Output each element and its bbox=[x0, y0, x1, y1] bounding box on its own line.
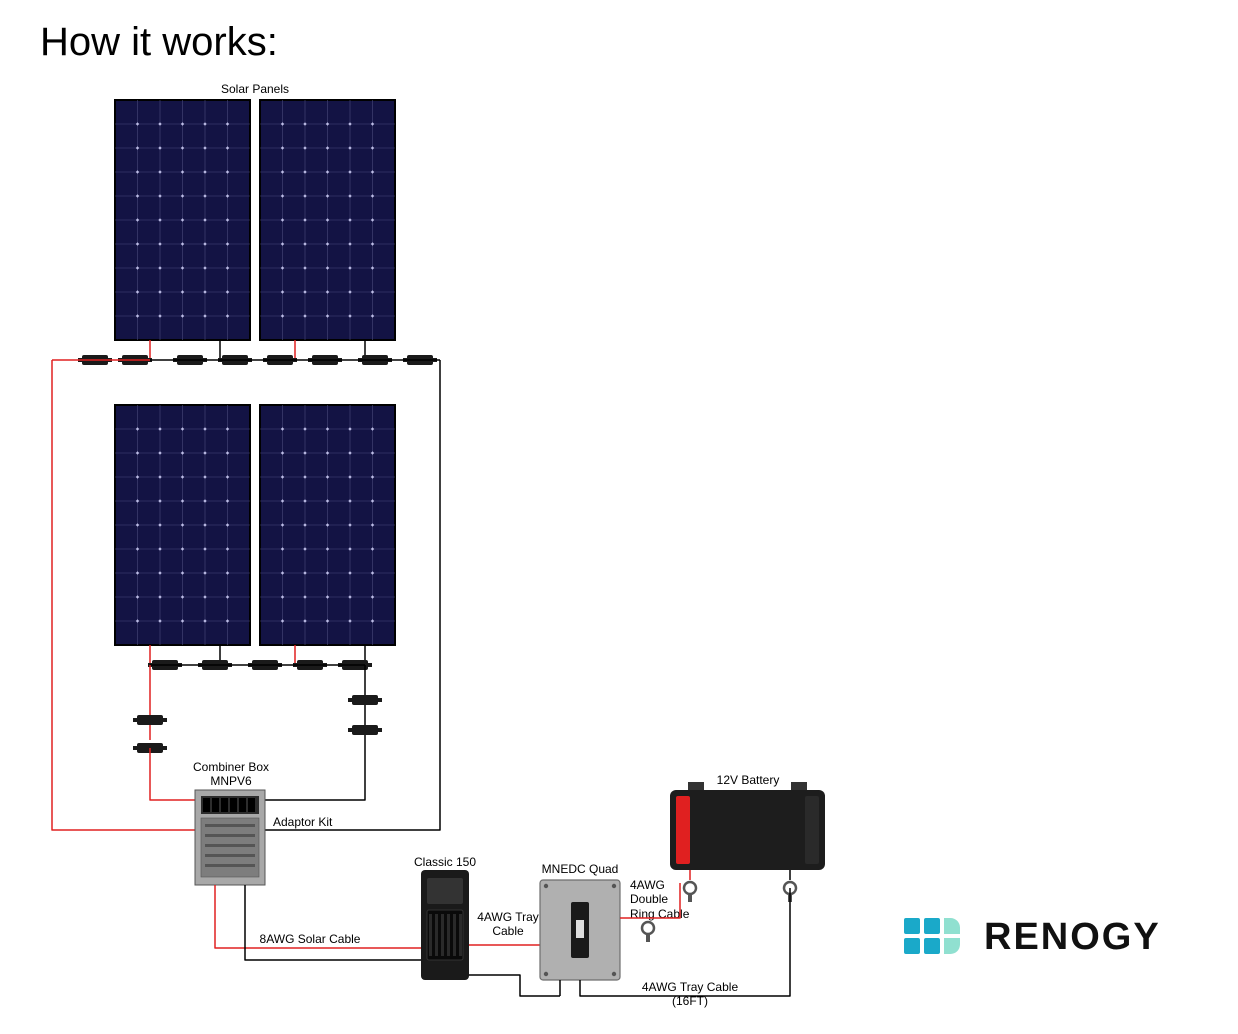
renogy-logo-icon bbox=[900, 910, 970, 964]
renogy-logo-text: RENOGY bbox=[984, 916, 1161, 959]
wiring-diagram bbox=[0, 0, 1238, 1034]
renogy-logo: RENOGY bbox=[900, 910, 1161, 964]
